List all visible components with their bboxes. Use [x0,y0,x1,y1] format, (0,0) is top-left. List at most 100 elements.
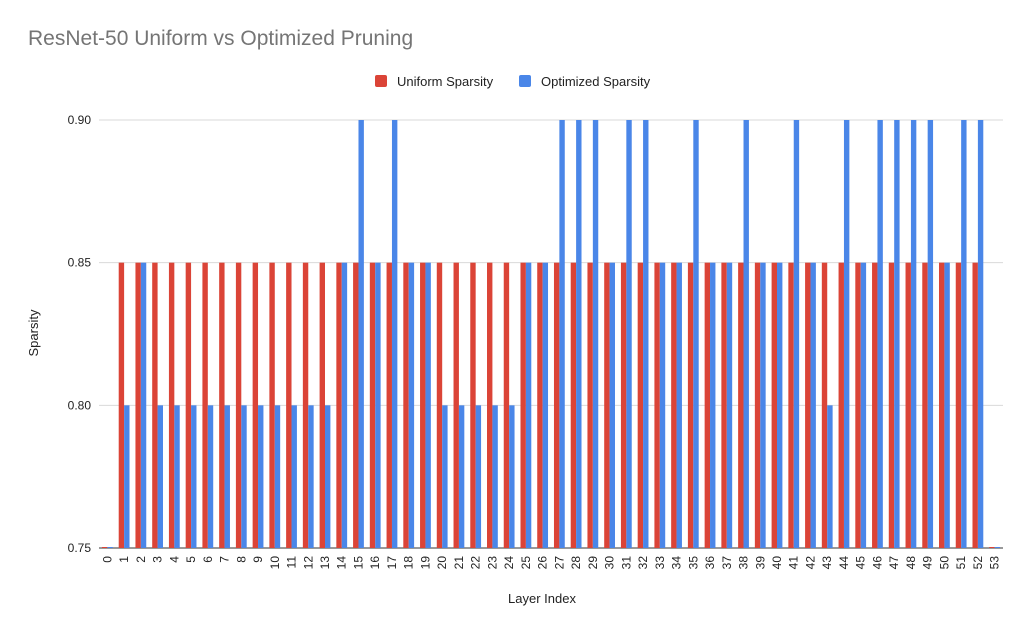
bar-optimized-sparsity [710,262,716,548]
bar-uniform-sparsity [118,262,125,548]
bar-uniform-sparsity [972,262,978,548]
x-tick-label: 40 [770,556,784,570]
bar-optimized-sparsity [458,405,465,548]
bar-uniform-sparsity [135,262,141,548]
x-tick-label: 48 [904,556,918,570]
bar-uniform-sparsity [353,262,359,548]
x-tick-label: 11 [285,556,299,569]
bar-optimized-sparsity [793,120,800,548]
bar-uniform-sparsity [487,262,493,548]
x-tick-label: 46 [870,556,884,570]
bar-optimized-sparsity [475,405,482,548]
x-tick-label: 41 [787,556,801,570]
bar-optimized-sparsity [107,547,113,548]
x-tick-label: 8 [234,556,248,563]
x-tick-label: 30 [603,556,617,570]
bar-optimized-sparsity [810,262,816,548]
bar-uniform-sparsity [503,262,510,548]
bar-uniform-sparsity [888,262,895,548]
bar-optimized-sparsity [191,405,197,548]
bar-optimized-sparsity [425,262,431,548]
bar-optimized-sparsity [375,262,381,548]
bar-uniform-sparsity [570,262,577,548]
bar-uniform-sparsity [168,262,175,548]
bar-uniform-sparsity [436,262,443,548]
bar-uniform-sparsity [620,262,627,548]
bar-uniform-sparsity [754,262,761,548]
x-tick-label: 39 [753,556,767,570]
x-tick-label: 53 [988,556,1002,570]
bar-uniform-sparsity [788,262,794,548]
x-tick-label: 28 [569,556,583,570]
x-tick-label: 7 [218,556,232,563]
bar-uniform-sparsity [721,262,727,548]
bar-uniform-sparsity [821,262,828,548]
bar-uniform-sparsity [369,262,376,548]
bar-uniform-sparsity [604,262,610,548]
legend: Uniform Sparsity Optimized Sparsity [375,74,651,89]
x-tick-label: 13 [318,556,332,570]
x-tick-label: 51 [954,556,968,570]
bar-uniform-sparsity [905,262,911,548]
x-tick-label: 25 [519,556,533,570]
x-tick-label: 21 [452,556,466,570]
x-tick-label: 17 [385,556,399,570]
bar-optimized-sparsity [174,405,180,548]
legend-swatch [519,75,531,87]
y-tick-label: 0.90 [68,113,92,127]
bar-optimized-sparsity [291,405,297,548]
bar-uniform-sparsity [319,262,325,548]
bar-uniform-sparsity [202,262,208,548]
legend-label: Uniform Sparsity [397,74,494,89]
bar-optimized-sparsity [726,262,733,548]
x-tick-label: 50 [937,556,951,570]
x-tick-label: 2 [134,556,148,563]
bar-uniform-sparsity [420,262,426,548]
bar-uniform-sparsity [855,262,861,548]
bar-optimized-sparsity [843,120,850,548]
x-tick-label: 27 [552,556,566,570]
bar-uniform-sparsity [252,262,259,548]
x-tick-label: 15 [351,556,365,570]
bar-optimized-sparsity [224,405,230,548]
bar-optimized-sparsity [977,120,984,548]
x-tick-label: 52 [971,556,985,570]
bar-optimized-sparsity [910,120,917,548]
y-tick-label: 0.85 [68,256,92,270]
x-tick-label: 31 [619,556,633,570]
bar-uniform-sparsity [587,262,593,548]
x-tick-label: 49 [921,556,935,570]
bar-optimized-sparsity [659,262,666,548]
x-tick-label: 0 [100,556,114,563]
x-tick-label: 3 [151,556,165,563]
bar-optimized-sparsity [124,405,130,548]
bar-optimized-sparsity [140,262,147,548]
x-tick-label: 16 [368,556,382,570]
gridlines [99,119,1003,549]
bar-uniform-sparsity [671,262,677,548]
x-tick-label: 24 [502,556,516,570]
bar-uniform-sparsity [704,262,711,548]
bar-optimized-sparsity [509,405,515,548]
bar-uniform-sparsity [286,262,292,548]
x-tick-label: 37 [720,556,734,570]
bar-optimized-sparsity [442,405,448,548]
x-tick-label: 12 [301,556,315,570]
bar-optimized-sparsity [408,262,415,548]
bar-uniform-sparsity [805,262,811,548]
bar-optimized-sparsity [592,120,599,548]
bar-uniform-sparsity [336,262,342,548]
bar-optimized-sparsity [341,262,348,548]
x-tick-label: 19 [418,556,432,570]
bar-uniform-sparsity [637,262,644,548]
bar-uniform-sparsity [654,262,660,548]
x-tick-label: 5 [184,556,198,563]
bar-uniform-sparsity [520,262,526,548]
chart-title: ResNet-50 Uniform vs Optimized Pruning [28,27,414,50]
x-tick-label: 42 [803,556,817,570]
bar-optimized-sparsity [274,405,281,548]
bar-uniform-sparsity [989,547,995,548]
y-tick-label: 0.75 [68,541,92,555]
x-tick-label: 22 [469,556,483,570]
bar-optimized-sparsity [676,262,682,548]
